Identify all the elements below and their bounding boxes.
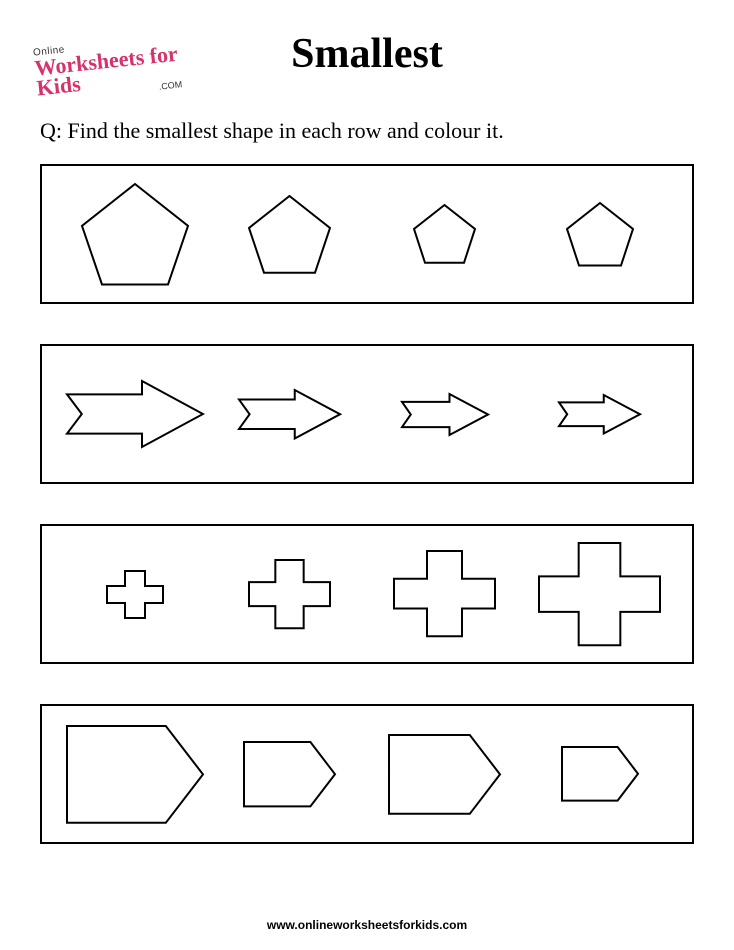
arrow-shape (367, 392, 522, 437)
pentagon-shape (522, 201, 677, 268)
house-tag-shape (212, 740, 367, 808)
question-text: Q: Find the smallest shape in each row a… (40, 118, 694, 144)
cross-shape (57, 569, 212, 620)
shape-row (40, 524, 694, 664)
cross-shape (367, 549, 522, 638)
shape-row (40, 164, 694, 304)
arrow-shape (57, 379, 212, 449)
pentagon-shape (212, 194, 367, 275)
cross-shape (522, 541, 677, 647)
house-tag-shape (57, 724, 212, 825)
arrow-shape (212, 388, 367, 441)
shape-row (40, 704, 694, 844)
house-tag-shape (522, 745, 677, 803)
cross-shape (212, 558, 367, 630)
footer-url: www.onlineworksheetsforkids.com (0, 918, 734, 932)
rows-container (40, 164, 694, 844)
logo-com-text: .COM (158, 79, 182, 91)
shape-row (40, 344, 694, 484)
pentagon-shape (367, 203, 522, 265)
house-tag-shape (367, 733, 522, 816)
pentagon-shape (57, 182, 212, 287)
arrow-shape (522, 393, 677, 436)
